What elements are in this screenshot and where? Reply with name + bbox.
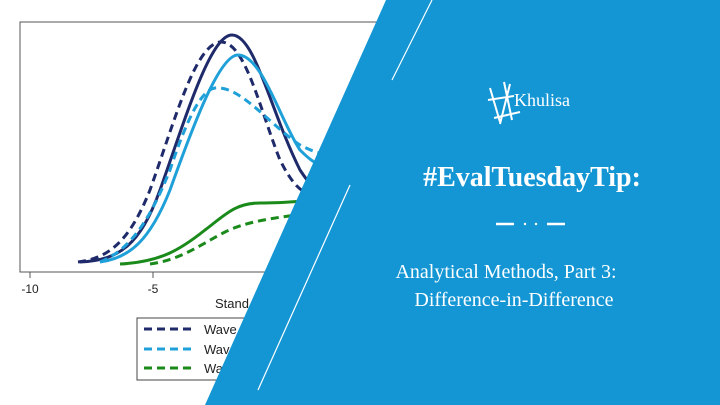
accent-line [257, 184, 351, 391]
banner-title: #EvalTuesdayTip: [423, 162, 641, 193]
x-tick-label: -5 [148, 282, 159, 296]
brand-name: Khulisa [514, 90, 570, 110]
accent-line [391, 0, 433, 81]
legend-label: Wave [204, 322, 237, 337]
curve [99, 86, 321, 264]
banner-subtitle: Analytical Methods, Part 3: [395, 261, 616, 283]
curve [79, 33, 321, 264]
legend-label: Wa [204, 361, 224, 376]
banner-subtitle: Difference-in-Difference [414, 289, 613, 311]
divider [496, 222, 565, 226]
curve [149, 210, 321, 266]
logo [487, 81, 521, 125]
legend-label: Wav [204, 342, 230, 357]
curve [77, 40, 321, 264]
x-tick-label: -10 [21, 282, 39, 296]
curve [99, 53, 321, 264]
x-axis-label: Stand [215, 296, 249, 311]
banner [205, 0, 720, 405]
curve [119, 198, 321, 266]
